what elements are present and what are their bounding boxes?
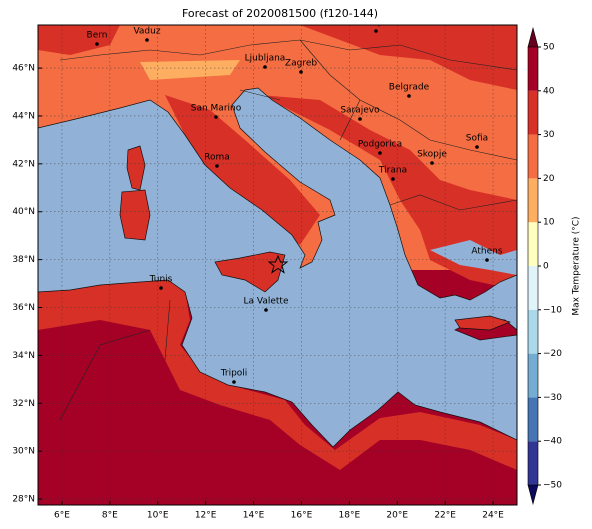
lon-tick-label: 20°E	[386, 511, 408, 521]
city-label: Skopje	[417, 150, 447, 160]
colorbar-extend-max	[527, 26, 539, 48]
city-label: Zagreb	[285, 59, 317, 69]
colorbar-tick-label: 30	[543, 130, 555, 140]
city-label: Roma	[204, 153, 230, 163]
lat-tick-label: 40°N	[12, 207, 35, 217]
city-dot	[232, 380, 236, 384]
colorbar-label: Max Temperature (°C)	[572, 216, 582, 315]
colorbar-bin	[528, 47, 538, 91]
city-label: Tunis	[149, 275, 173, 285]
star-marker	[267, 254, 289, 274]
colorbar-bin	[528, 134, 538, 179]
colorbar-bin	[528, 178, 538, 223]
title: Forecast of 2020081500 (f120-144)	[182, 7, 378, 20]
city-dot	[145, 38, 149, 42]
city-label: Athens	[471, 247, 502, 257]
colorbar-bin	[528, 397, 538, 442]
city-dot	[391, 177, 395, 181]
colorbar-tick-label: 0	[543, 262, 549, 272]
colorbar-tick-label: 40	[543, 86, 555, 96]
cities: Bern Vaduz Budapest Ljubljana Zagreb Belgrade…	[87, 18, 503, 384]
colorbar-tick-label: −50	[543, 481, 562, 491]
lat-tick-label: 32°N	[12, 399, 35, 409]
map-frame	[37, 24, 518, 506]
colorbar-bin	[528, 309, 538, 354]
warm-zone	[300, 25, 517, 90]
lon-tick-label: 22°E	[434, 511, 456, 521]
colorbar-tick-label: −10	[543, 305, 562, 315]
lat-tick-label: 30°N	[12, 447, 35, 457]
cool-zone	[140, 60, 240, 80]
colorbar-tick-label: 50	[543, 43, 555, 53]
city-dot	[485, 258, 489, 262]
lon-tick-label: 18°E	[339, 511, 361, 521]
city-dot	[214, 115, 218, 119]
map-layer: Bern Vaduz Budapest Ljubljana Zagreb Belgrade…	[38, 18, 517, 505]
city-label: Budapest	[355, 18, 398, 28]
lat-tick-label: 46°N	[12, 64, 35, 74]
lon-tick-label: 8°E	[102, 511, 118, 521]
warm-zone	[260, 95, 517, 290]
city-label: Vaduz	[133, 27, 160, 37]
axis-ticks: 6°E 8°E 10°E 12°E 14°E 16°E 18°E 20°E 22°E 24°E 28…	[12, 64, 504, 521]
colorbar-tick-label: 10	[543, 218, 555, 228]
city-dot	[95, 42, 99, 46]
colorbar: −50 −40 −30 −20 −10 0 10 20 30 40 50	[527, 26, 562, 506]
sicily	[214, 251, 286, 293]
colorbar-bin	[528, 441, 538, 485]
lat-tick-label: 38°N	[12, 255, 35, 265]
lon-tick-label: 24°E	[482, 511, 504, 521]
lat-tick-label: 28°N	[12, 495, 35, 505]
city-dot	[159, 286, 163, 290]
lon-tick-label: 16°E	[291, 511, 313, 521]
lon-tick-label: 6°E	[54, 511, 70, 521]
city-label: Ljubljana	[245, 54, 286, 64]
colorbar-tick-label: −20	[543, 349, 562, 359]
city-dot	[374, 29, 378, 33]
lat-tick-label: 42°N	[12, 159, 35, 169]
city-dot	[264, 308, 268, 312]
city-dot	[378, 151, 382, 155]
colorbar-tick-label: −40	[543, 437, 562, 447]
corsica	[126, 145, 146, 191]
colorbar-bin	[528, 353, 538, 398]
warm-zone	[165, 95, 320, 245]
colorbar-bin	[528, 222, 538, 266]
city-dot	[299, 70, 303, 74]
lon-tick-label: 12°E	[195, 511, 217, 521]
city-dot	[358, 117, 362, 121]
lat-tick-label: 36°N	[12, 303, 35, 313]
lon-tick-label: 10°E	[147, 511, 169, 521]
city-label: Podgorica	[358, 140, 402, 150]
city-dot	[475, 145, 479, 149]
city-dot	[263, 65, 267, 69]
warm-zone	[38, 25, 120, 55]
city-dot	[215, 164, 219, 168]
lat-tick-label: 34°N	[12, 351, 35, 361]
crete	[454, 315, 512, 331]
colorbar-tick-label: 20	[543, 174, 555, 184]
city-label: Tirana	[378, 166, 407, 176]
lat-tick-label: 44°N	[12, 111, 35, 121]
city-label: Bern	[87, 31, 108, 41]
city-label: Sofia	[466, 134, 488, 144]
city-label: Sarajevo	[340, 106, 380, 116]
city-dot	[407, 94, 411, 98]
colorbar-bin	[528, 266, 538, 310]
sea	[430, 240, 517, 275]
colorbar-tick-label: −30	[543, 393, 562, 403]
city-label: Tripoli	[220, 369, 248, 379]
graticule	[38, 25, 517, 505]
lon-tick-label: 14°E	[243, 511, 265, 521]
city-label: San Marino	[191, 104, 242, 114]
city-dot	[430, 161, 434, 165]
sardinia	[119, 189, 151, 241]
city-label: Belgrade	[389, 83, 430, 93]
colorbar-extend-min	[527, 484, 539, 506]
colorbar-bin	[528, 90, 538, 135]
city-label: La Valette	[244, 297, 289, 307]
